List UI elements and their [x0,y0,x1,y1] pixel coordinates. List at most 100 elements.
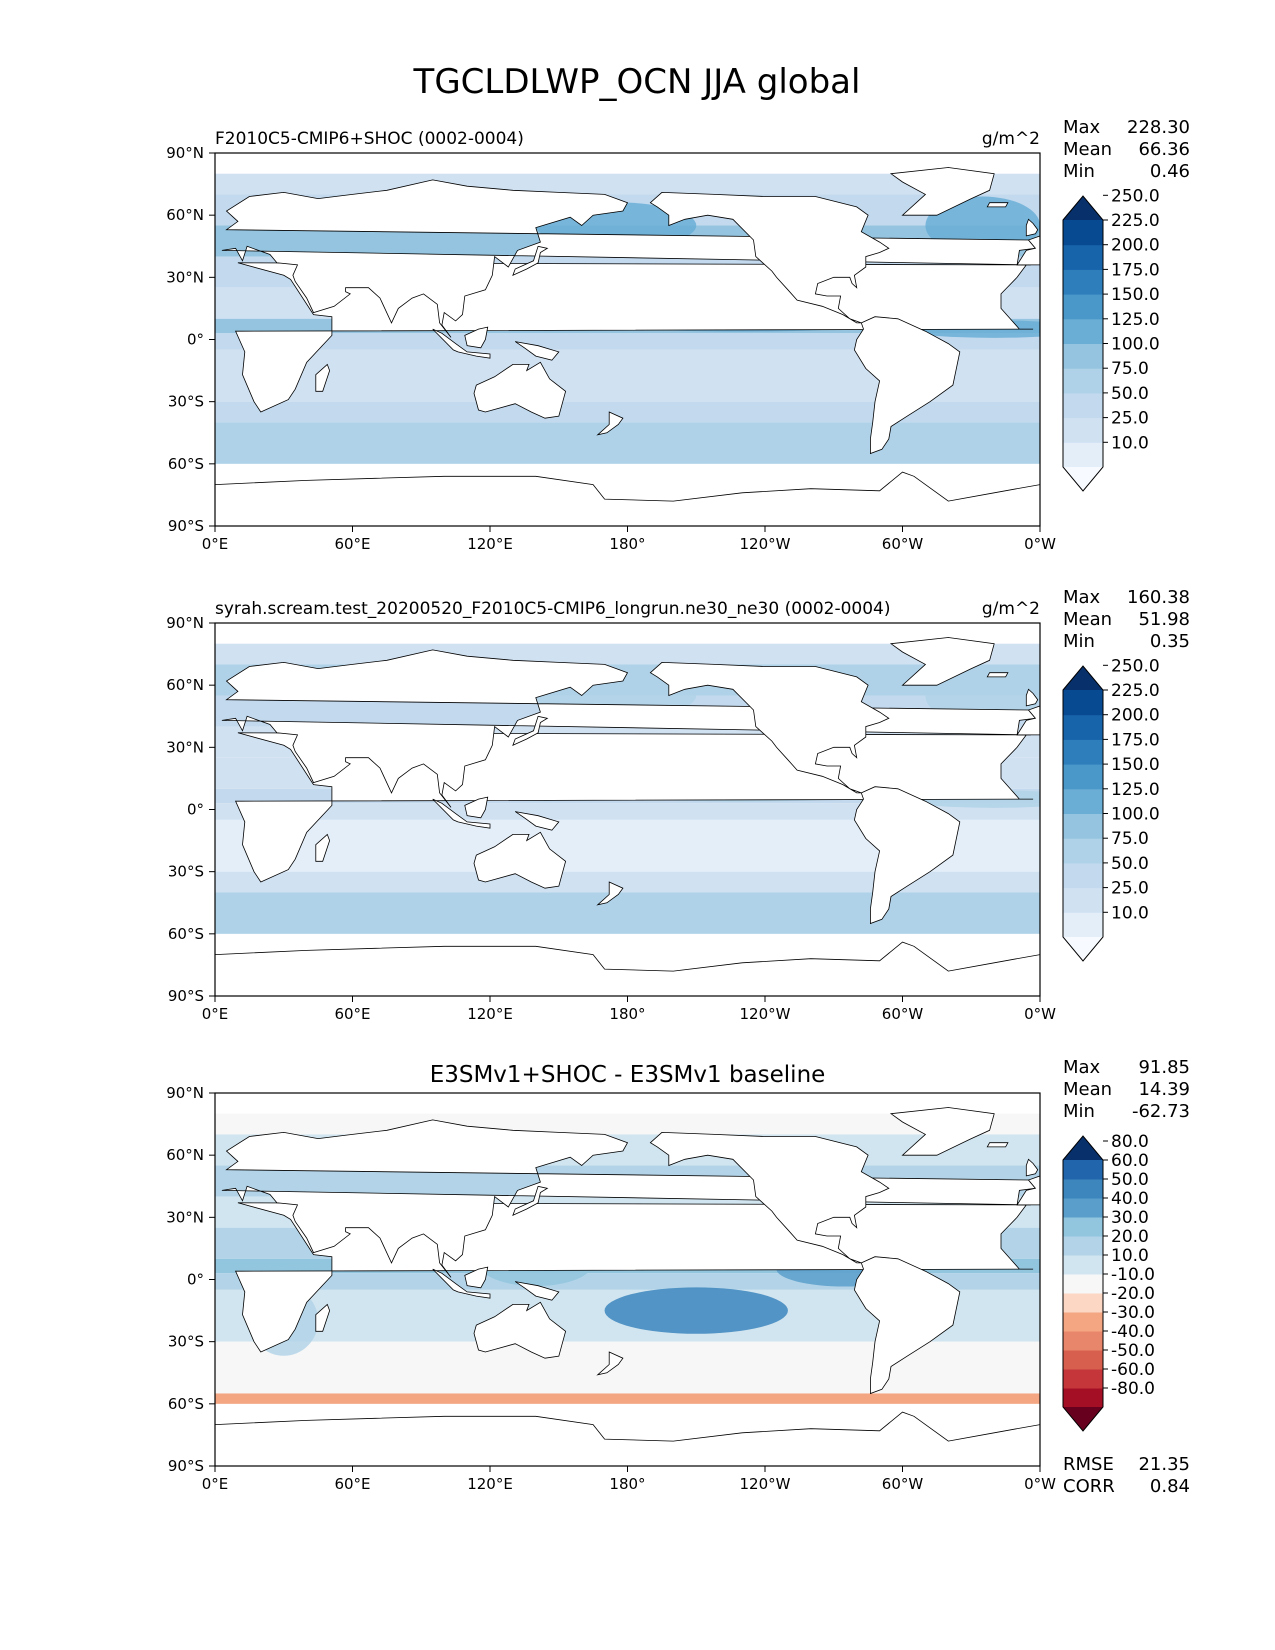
stat-label-min: Min [1063,1101,1095,1122]
colorbar-tick-label: 60.0 [1111,1151,1149,1171]
land-outline [889,167,995,216]
field-band [215,1393,1040,1404]
y-tick-label: 60°N [166,676,204,694]
colorbar-segment [1063,1331,1103,1351]
land-outline [512,1185,549,1217]
corr-label: CORR [1063,1476,1115,1497]
colorbar-tick-label: 25.0 [1111,879,1149,899]
colorbar-outline [1062,665,1104,962]
colorbar-tick-label: 175.0 [1111,260,1160,280]
y-tick-label: 30°N [166,738,204,756]
land-outline [464,796,489,819]
land-outline [649,1131,890,1264]
colorbar-tick-label: 50.0 [1111,1170,1149,1190]
land-outline [473,1301,567,1359]
field-feature [604,1287,788,1334]
colorbar-segment [1063,1160,1103,1180]
colorbar-segment [1063,442,1103,468]
stat-value-max: 91.85 [1138,1057,1190,1078]
land-outline [1016,1175,1040,1206]
land-outline [1025,1158,1039,1177]
colorbar-tick-label: 150.0 [1111,755,1160,775]
colorbar-tick-label: 100.0 [1111,335,1160,355]
y-tick-label: 60°N [166,206,204,224]
panel-title: F2010C5-CMIP6+SHOC (0002-0004) [215,129,524,149]
colorbar-segment [1063,392,1103,419]
colorbar-tick-label: 150.0 [1111,285,1160,305]
panel-1: 0°E 60°E 120°E 180° 120°W 60°W 0°W 90°N 60°N 30°N… [166,117,1190,553]
land-outline [221,179,1037,338]
field-band [215,401,1040,423]
land-outline [315,363,331,392]
stat-label-mean: Mean [1063,609,1112,630]
panel-3: 0°E 60°E 120°E 180° 120°W 60°W 0°W 90°N 60°N 30°N… [166,1057,1190,1497]
colorbar-tick-label: 250.0 [1111,656,1160,676]
land-outline [315,833,331,862]
stat-label-max: Max [1063,587,1101,608]
colorbar-segment [1063,887,1103,913]
stat-value-min: 0.46 [1150,161,1190,182]
colorbar-segment [1063,714,1103,740]
x-tick-label: 120°W [740,535,791,553]
colorbar-tick-label: -80.0 [1111,1379,1155,1399]
y-tick-label: 90°N [166,1084,204,1102]
land-outline [1016,235,1040,266]
x-tick-label: 120°E [467,1475,513,1493]
colorbar-extend-max [1063,1136,1103,1160]
land-outline [889,637,995,686]
stat-label-min: Min [1063,631,1095,652]
colorbar-extend-min [1063,467,1103,491]
field-band [215,1362,1040,1394]
land-outline [1025,688,1039,707]
colorbar-tick-label: -40.0 [1111,1322,1155,1342]
land-outline [514,811,560,831]
x-tick-label: 180° [609,535,645,553]
stat-value-max: 228.30 [1127,117,1190,138]
stat-label-max: Max [1063,1057,1101,1078]
colorbar-segment [1063,220,1103,246]
colorbar-tick-label: 20.0 [1111,1227,1149,1247]
land-outline [315,1303,331,1332]
land-outline [853,786,961,925]
panel-units: g/m^2 [982,129,1040,149]
y-tick-label: 30°N [166,268,204,286]
colorbar-segment [1063,1255,1103,1275]
land-outline [512,715,549,747]
y-tick-label: 90°S [168,987,204,1005]
colorbar-tick-label: 10.0 [1111,433,1149,453]
rmse-label: RMSE [1063,1454,1114,1475]
x-tick-label: 120°W [740,1475,791,1493]
stat-value-min: 0.35 [1150,631,1190,652]
land-outline [986,672,1009,678]
x-tick-label: 0°E [202,1005,229,1023]
x-tick-label: 120°E [467,535,513,553]
colorbar-tick-label: -30.0 [1111,1303,1155,1323]
colorbar-segment [1063,417,1103,443]
colorbar-tick-label: 10.0 [1111,1246,1149,1266]
land-outline [986,1142,1009,1148]
colorbar-segment [1063,368,1103,394]
field-band [215,1341,1040,1363]
colorbar-segment [1063,739,1103,765]
land-outline [1025,218,1039,237]
y-tick-label: 30°N [166,1208,204,1226]
colorbar-segment [1063,912,1103,938]
stat-label-max: Max [1063,117,1101,138]
stat-value-mean: 51.98 [1138,609,1190,630]
colorbar-tick-label: 200.0 [1111,236,1160,256]
land-outline [853,1256,961,1395]
map-area [215,1093,1040,1466]
panel-2: 0°E 60°E 120°E 180° 120°W 60°W 0°W 90°N 60°N 30°N… [166,587,1190,1023]
land-outline [464,326,489,349]
land-outline [514,341,560,361]
land-outline [649,661,890,794]
colorbar-tick-label: 125.0 [1111,780,1160,800]
colorbar-segment [1063,690,1103,716]
x-tick-label: 60°E [334,535,370,553]
stat-label-mean: Mean [1063,1079,1112,1100]
corr-value: 0.84 [1150,1476,1190,1497]
colorbar-tick-label: -60.0 [1111,1360,1155,1380]
colorbar-tick-label: 175.0 [1111,730,1160,750]
map-area [215,153,1040,526]
